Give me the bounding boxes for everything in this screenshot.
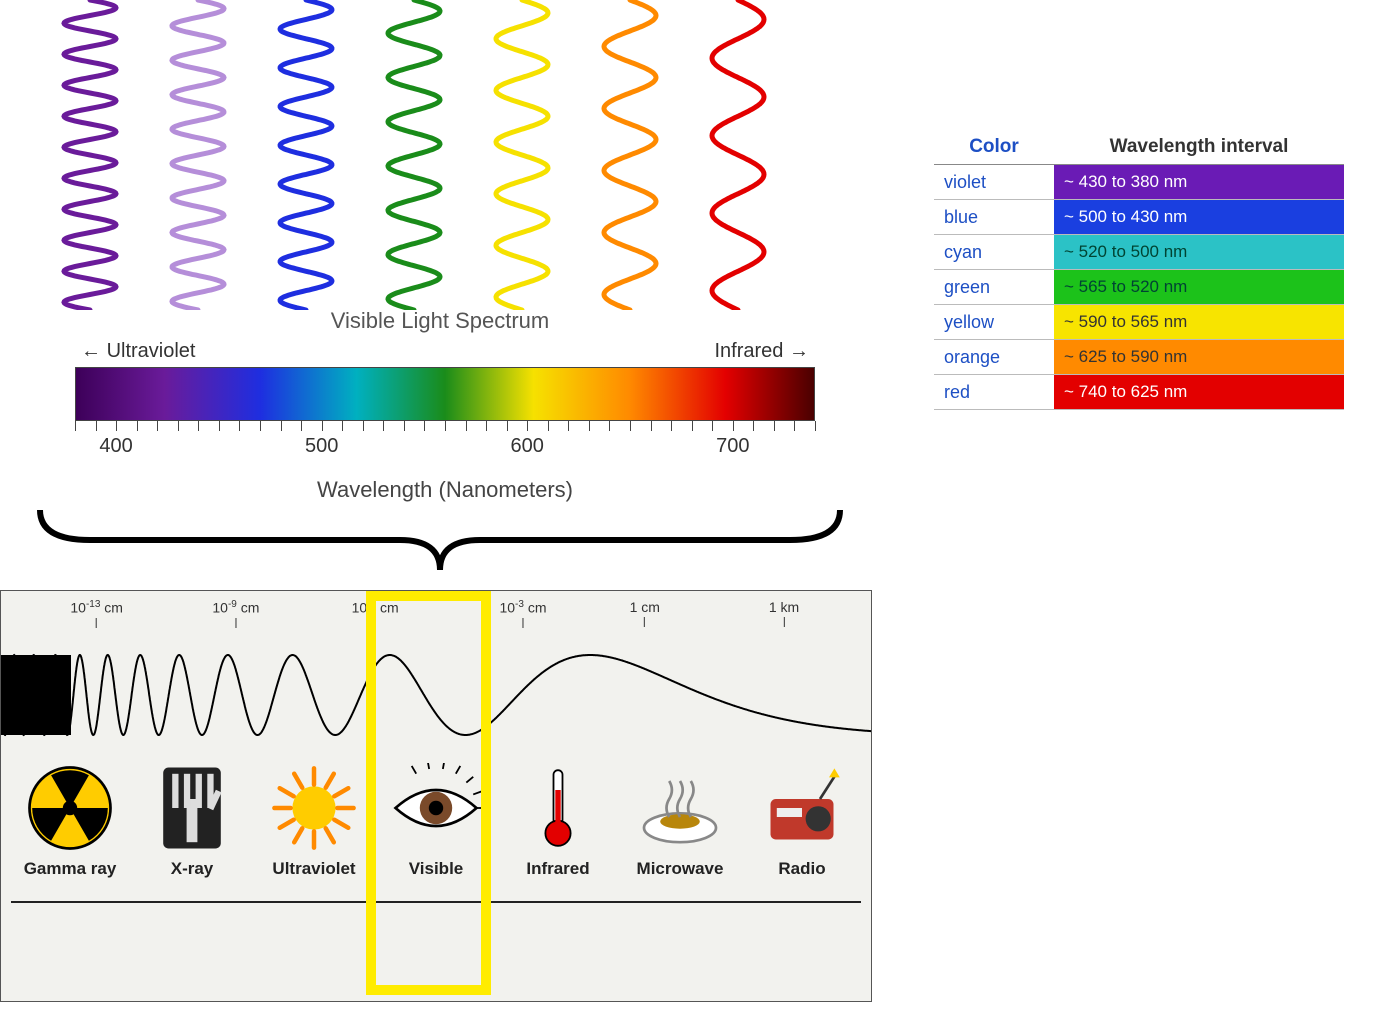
plate-icon [630,763,730,853]
sine-wave-5 [604,0,656,310]
spectrum-tick-700: 700 [716,435,749,458]
color-name: violet [934,165,1054,200]
interval-cell: ~ 430 to 380 nm [1054,165,1344,200]
wavelength-table: Color Wavelength interval violet~ 430 to… [934,130,1344,410]
spectrum-labels: Ultraviolet Infrared [75,340,815,367]
em-spectrum: 10-13 cm 10-9 cm 10-6 cm 10-3 cm 1 cm 1 km Ga… [0,590,872,1002]
em-wave [1,635,871,755]
em-item-radiation: Gamma ray [9,763,131,879]
em-item-thermometer: Infrared [497,763,619,879]
interval-cell: ~ 520 to 500 nm [1054,235,1344,270]
em-item-hand-xray: X-ray [131,763,253,879]
em-item-sun: Ultraviolet [253,763,375,879]
uv-label: Ultraviolet [81,340,195,363]
color-name: green [934,270,1054,305]
visible-spectrum: Ultraviolet Infrared 400500600700 Wavele… [75,340,815,503]
wave-caption: Visible Light Spectrum [75,308,805,334]
sine-wave-0 [64,0,116,310]
brace-icon [30,500,850,580]
em-item-label: Visible [375,859,497,879]
table-row: green~ 565 to 520 nm [934,270,1344,305]
em-scale-tick: 1 km [769,599,799,627]
sine-wave-3 [388,0,440,310]
em-item-label: Gamma ray [9,859,131,879]
interval-cell: ~ 625 to 590 nm [1054,340,1344,375]
em-scale-tick: 10-13 cm [70,599,123,628]
table-row: blue~ 500 to 430 nm [934,200,1344,235]
table-row: cyan~ 520 to 500 nm [934,235,1344,270]
spectrum-tick-500: 500 [305,435,338,458]
em-scale-tick: 10-3 cm [499,599,546,628]
spectrum-tick-600: 600 [511,435,544,458]
table-row: violet~ 430 to 380 nm [934,165,1344,200]
em-items: Gamma rayX-rayUltravioletVisibleInfrared… [1,763,871,879]
table-header-color: Color [934,130,1054,165]
page-root: Visible Light Spectrum Ultraviolet Infra… [0,0,1378,1030]
color-name: red [934,375,1054,410]
em-scale-tick: 10-9 cm [212,599,259,628]
radiation-icon [20,763,120,853]
em-baseline [11,901,861,903]
color-name: cyan [934,235,1054,270]
eye-icon [386,763,486,853]
sine-wave-1 [172,0,224,310]
sine-wave-6 [712,0,764,310]
spectrum-bar [75,367,815,421]
em-item-label: Ultraviolet [253,859,375,879]
color-name: orange [934,340,1054,375]
em-item-label: Infrared [497,859,619,879]
interval-cell: ~ 500 to 430 nm [1054,200,1344,235]
color-name: yellow [934,305,1054,340]
spectrum-axis: 400 500 600 700 [75,435,815,459]
sine-wave-2 [280,0,332,310]
interval-cell: ~ 590 to 565 nm [1054,305,1344,340]
table-row: red~ 740 to 625 nm [934,375,1344,410]
em-item-radio: Radio [741,763,863,879]
spectrum-tick-400: 400 [99,435,132,458]
thermometer-icon [508,763,608,853]
sine-wave-4 [496,0,548,310]
table-header-interval: Wavelength interval [1054,130,1344,165]
em-item-eye: Visible [375,763,497,879]
em-item-plate: Microwave [619,763,741,879]
em-scale-tick: 1 cm [630,599,660,627]
spectrum-minor-ticks [75,421,815,431]
em-item-label: Radio [741,859,863,879]
color-name: blue [934,200,1054,235]
radio-icon [752,763,852,853]
hand-xray-icon [142,763,242,853]
table-row: orange~ 625 to 590 nm [934,340,1344,375]
sine-waves [60,0,820,310]
em-item-label: X-ray [131,859,253,879]
interval-cell: ~ 740 to 625 nm [1054,375,1344,410]
ir-label: Infrared [715,340,810,363]
interval-cell: ~ 565 to 520 nm [1054,270,1344,305]
em-scale: 10-13 cm 10-9 cm 10-6 cm 10-3 cm 1 cm 1 km [1,599,871,635]
sun-icon [264,763,364,853]
em-item-label: Microwave [619,859,741,879]
table-row: yellow~ 590 to 565 nm [934,305,1344,340]
em-scale-tick: 10-6 cm [352,599,399,628]
